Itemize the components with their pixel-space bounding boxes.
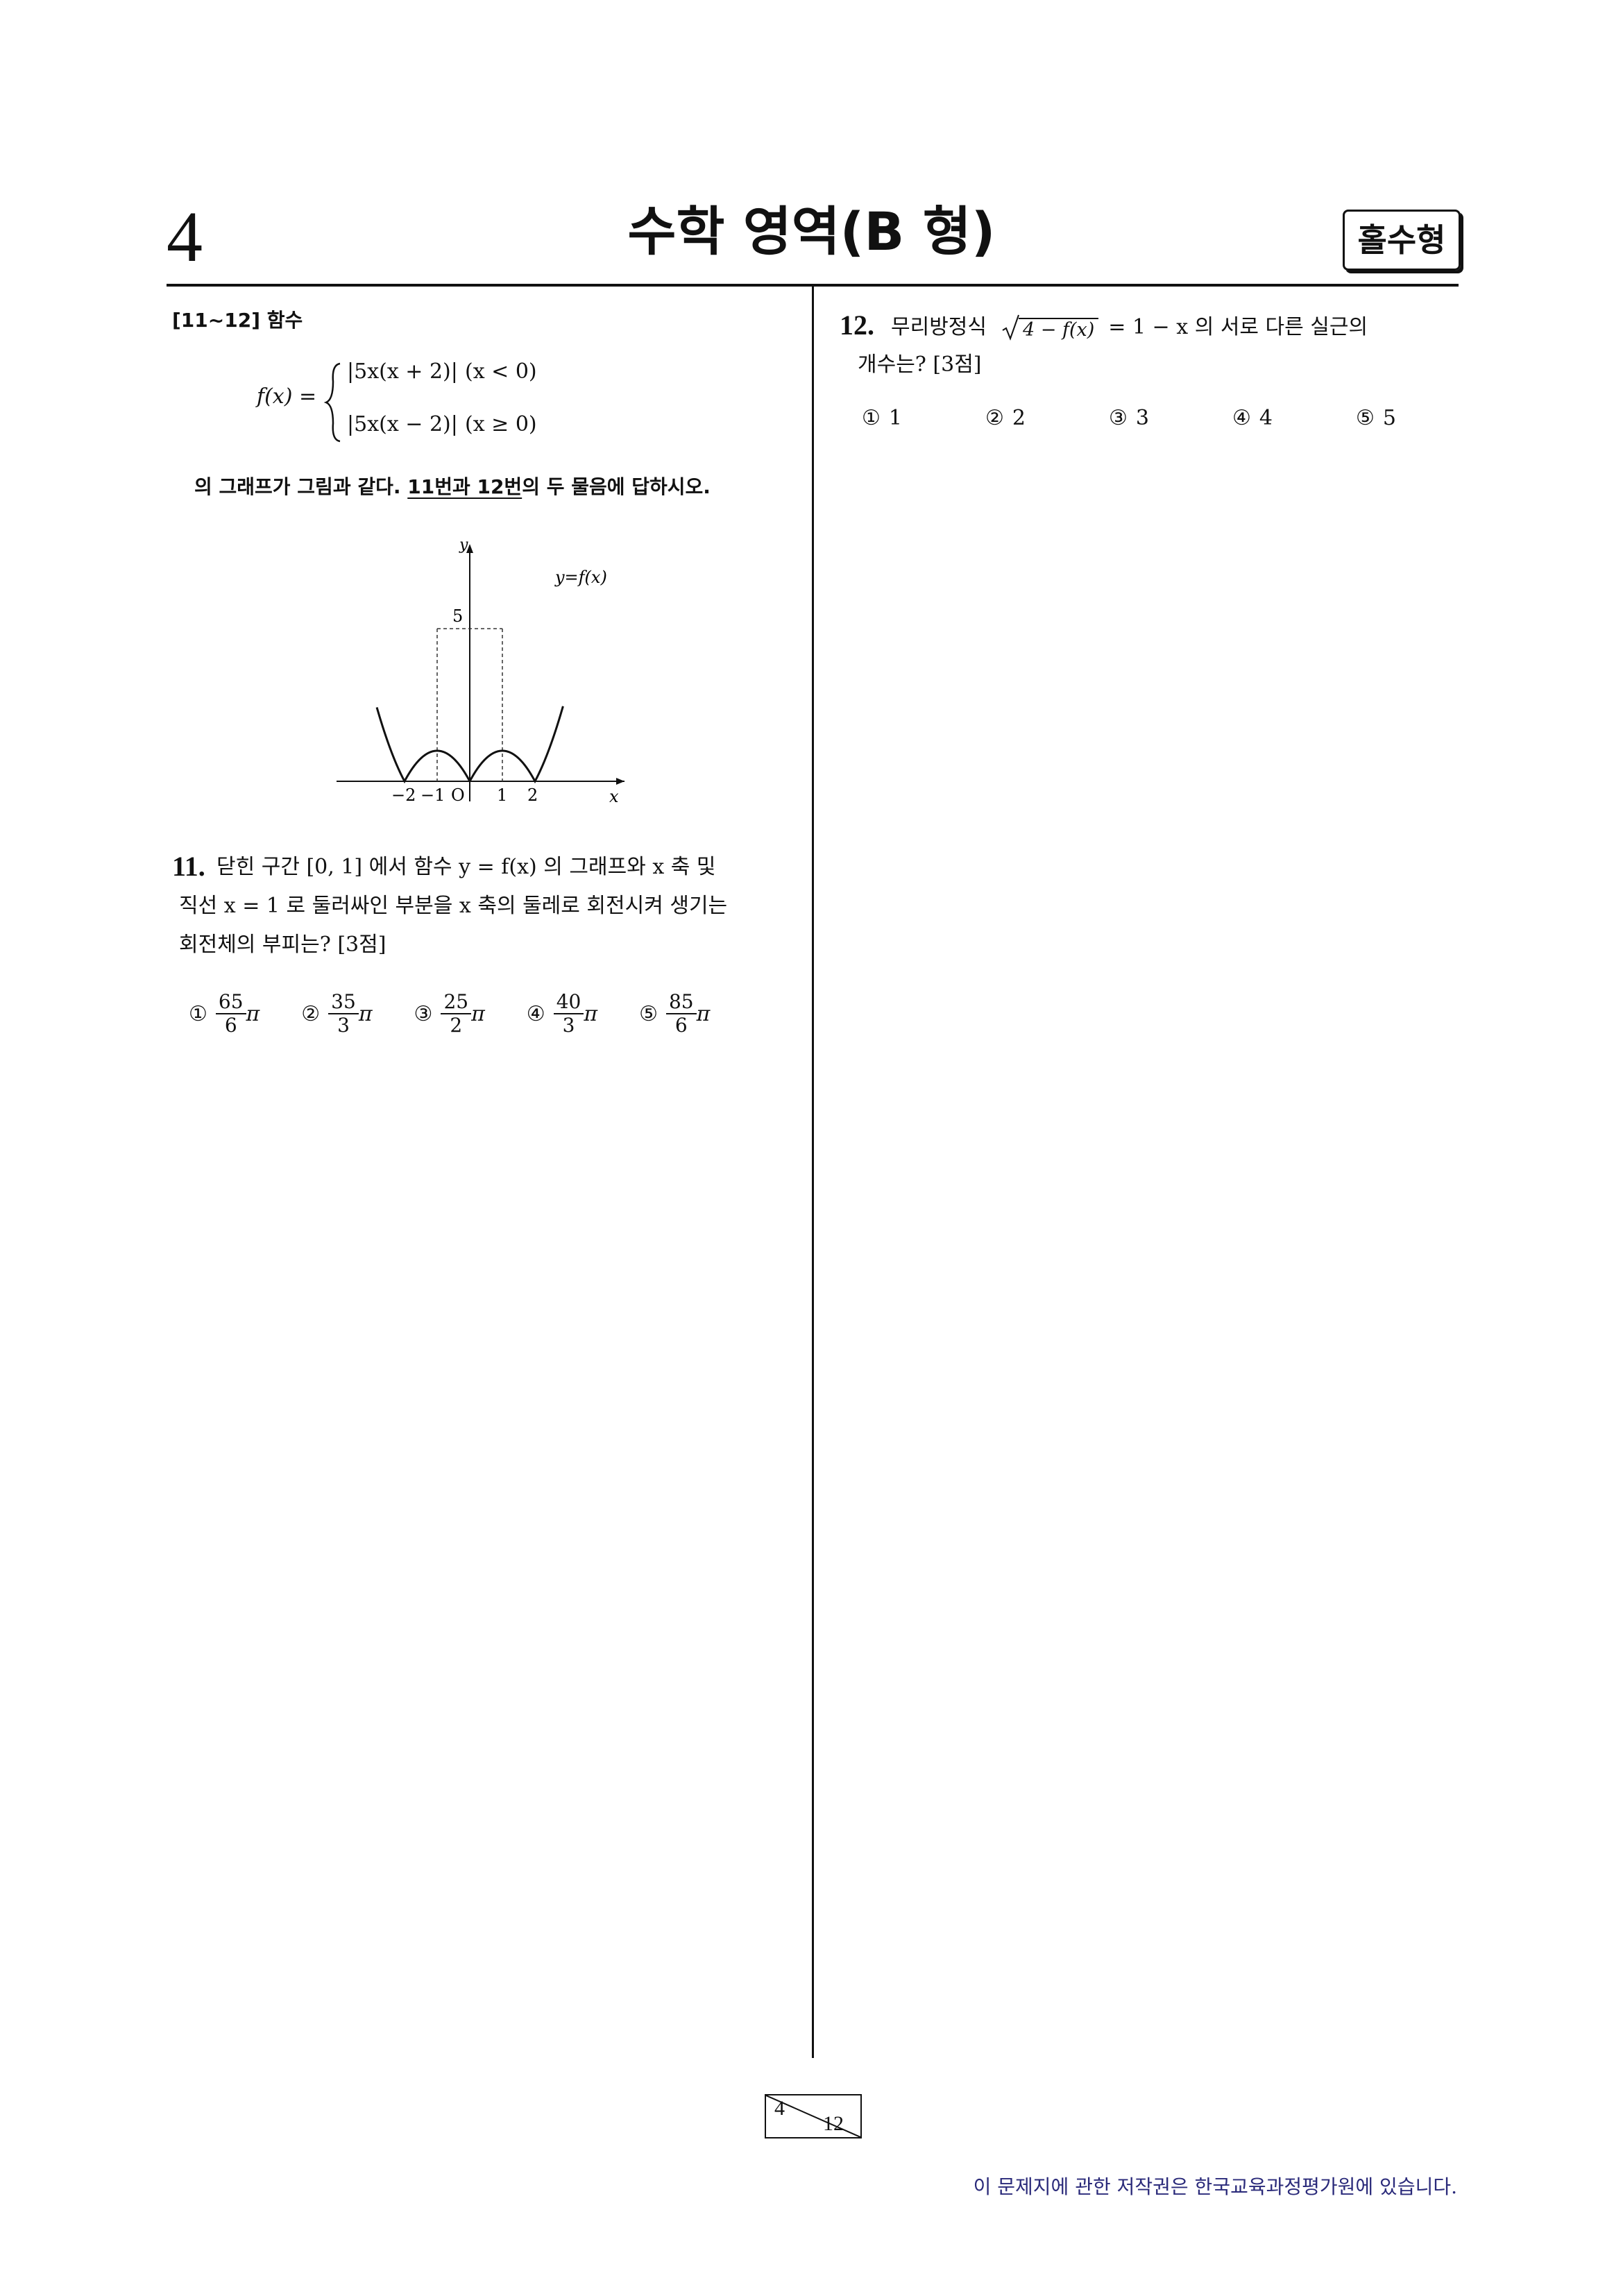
page-current: 4 <box>774 2097 785 2120</box>
x-tick-neg2: −2 <box>391 785 416 805</box>
column-divider <box>812 287 814 2058</box>
choice-fraction: 65 6 <box>215 990 246 1037</box>
choice-value: 1 <box>888 406 902 430</box>
pi-symbol: π <box>358 1001 373 1026</box>
choice-mark: ③ <box>1109 406 1128 430</box>
y-axis-label: y <box>459 536 468 554</box>
choice-mark: ④ <box>526 1001 545 1026</box>
pi-symbol: π <box>471 1001 485 1026</box>
curly-brace-icon <box>323 362 341 443</box>
question-12: 12. <box>840 309 874 341</box>
curve-label: y=f(x) <box>554 568 607 587</box>
function-curve <box>375 706 564 784</box>
choice-mark: ④ <box>1232 406 1251 430</box>
page-number: 4 <box>167 197 203 277</box>
choice-fraction: 35 3 <box>328 990 359 1037</box>
q11-choice-3[interactable]: ③ 25 2 π <box>414 990 485 1037</box>
x-tick-neg1: −1 <box>420 785 445 805</box>
choice-fraction: 40 3 <box>553 990 584 1037</box>
choice-value: 2 <box>1012 406 1026 430</box>
fraction-denominator: 6 <box>224 1014 237 1037</box>
x-axis-arrow-icon <box>616 778 624 785</box>
q11-line-1: 닫힌 구간 [0, 1] 에서 함수 y = f(x) 의 그래프와 x 축 및 <box>216 855 716 879</box>
choice-mark: ⑤ <box>1356 406 1375 430</box>
origin-label: O <box>451 785 465 805</box>
q11-choice-4[interactable]: ④ 40 3 π <box>526 990 598 1037</box>
instruction-post: 의 두 물음에 답하시오. <box>522 475 711 498</box>
choice-value: 4 <box>1259 406 1273 430</box>
case2-expression: |5x(x − 2)| <box>347 412 458 436</box>
function-definition: f(x) = |5x(x + 2)| (x < 0) |5x(x − 2)| (… <box>257 354 604 451</box>
function-lhs: f(x) = <box>257 384 317 409</box>
function-graph: y x y=f(x) 5 −2 −1 O 1 2 <box>337 536 624 806</box>
q12-line1-pre: 무리방정식 <box>891 315 987 339</box>
q11-choice-5[interactable]: ⑤ 85 6 π <box>639 990 711 1037</box>
page-indicator-slash <box>766 2095 860 2137</box>
choice-fraction: 25 2 <box>441 990 472 1037</box>
intro-instruction: 의 그래프가 그림과 같다. 11번과 12번의 두 물음에 답하시오. <box>194 472 711 500</box>
pi-symbol: π <box>246 1001 260 1026</box>
fraction-denominator: 3 <box>337 1014 350 1037</box>
fraction-denominator: 2 <box>450 1014 463 1037</box>
choice-fraction: 85 6 <box>665 990 697 1037</box>
page-title: 수학 영역(B 형) <box>627 201 996 262</box>
fraction-numerator: 85 <box>665 990 697 1015</box>
fraction-numerator: 40 <box>553 990 584 1015</box>
radicand: 4 − f(x) <box>1019 317 1099 341</box>
exam-type-badge: 홀수형 <box>1343 210 1461 271</box>
problem-range-label: [11~12] 함수 <box>172 309 303 332</box>
instruction-underlined: 11번과 12번 <box>407 475 522 498</box>
y-axis-arrow-icon <box>466 544 473 553</box>
x-tick-1: 1 <box>497 785 507 805</box>
x-tick-2: 2 <box>527 785 538 805</box>
pi-symbol: π <box>696 1001 711 1026</box>
q11-line-3: 회전체의 부피는? [3점] <box>179 933 386 957</box>
x-axis-label: x <box>609 787 619 806</box>
question-11-number: 11. <box>172 851 205 882</box>
radical-sign-icon <box>1002 314 1019 341</box>
copyright-notice: 이 문제지에 관한 저작권은 한국교육과정평가원에 있습니다. <box>973 2175 1457 2198</box>
case2-condition: (x ≥ 0) <box>465 412 537 436</box>
y-tick-5: 5 <box>452 606 463 626</box>
choice-mark: ① <box>862 406 881 430</box>
square-root: 4 − f(x) <box>1002 314 1099 341</box>
fraction-denominator: 6 <box>674 1014 688 1037</box>
q11-choice-1[interactable]: ① 65 6 π <box>189 990 260 1037</box>
page-indicator: 4 12 <box>765 2094 862 2138</box>
fraction-numerator: 25 <box>441 990 472 1015</box>
question-12-number: 12. <box>840 309 874 341</box>
pi-symbol: π <box>584 1001 598 1026</box>
choice-mark: ⑤ <box>639 1001 658 1026</box>
q11-line-2: 직선 x = 1 로 둘러싸인 부분을 x 축의 둘레로 회전시켜 생기는 <box>179 894 728 918</box>
page-total: 12 <box>823 2112 844 2135</box>
q11-choices: ① 65 6 π ② 35 3 π ③ 25 2 π ④ 40 3 π ⑤ 85 6 π <box>189 990 799 1037</box>
case1-expression: |5x(x + 2)| <box>347 359 458 384</box>
fraction-numerator: 65 <box>215 990 246 1015</box>
choice-mark: ③ <box>414 1001 433 1026</box>
q12-line1-post: = 1 − x 의 서로 다른 실근의 <box>1108 315 1368 339</box>
choice-value: 5 <box>1382 406 1396 430</box>
choice-value: 3 <box>1135 406 1149 430</box>
question-11: 11. <box>172 850 205 883</box>
header-rule <box>167 284 1459 287</box>
choice-mark: ① <box>189 1001 207 1026</box>
q11-choice-2[interactable]: ② 35 3 π <box>301 990 373 1037</box>
fraction-numerator: 35 <box>328 990 359 1015</box>
q12-line-1: 무리방정식 4 − f(x) = 1 − x 의 서로 다른 실근의 <box>891 314 1368 341</box>
case1-condition: (x < 0) <box>465 359 537 384</box>
choice-mark: ② <box>985 406 1004 430</box>
choice-mark: ② <box>301 1001 321 1026</box>
q12-line-2: 개수는? [3점] <box>858 352 982 377</box>
fraction-denominator: 3 <box>562 1014 575 1037</box>
instruction-pre: 의 그래프가 그림과 같다. <box>194 475 408 498</box>
